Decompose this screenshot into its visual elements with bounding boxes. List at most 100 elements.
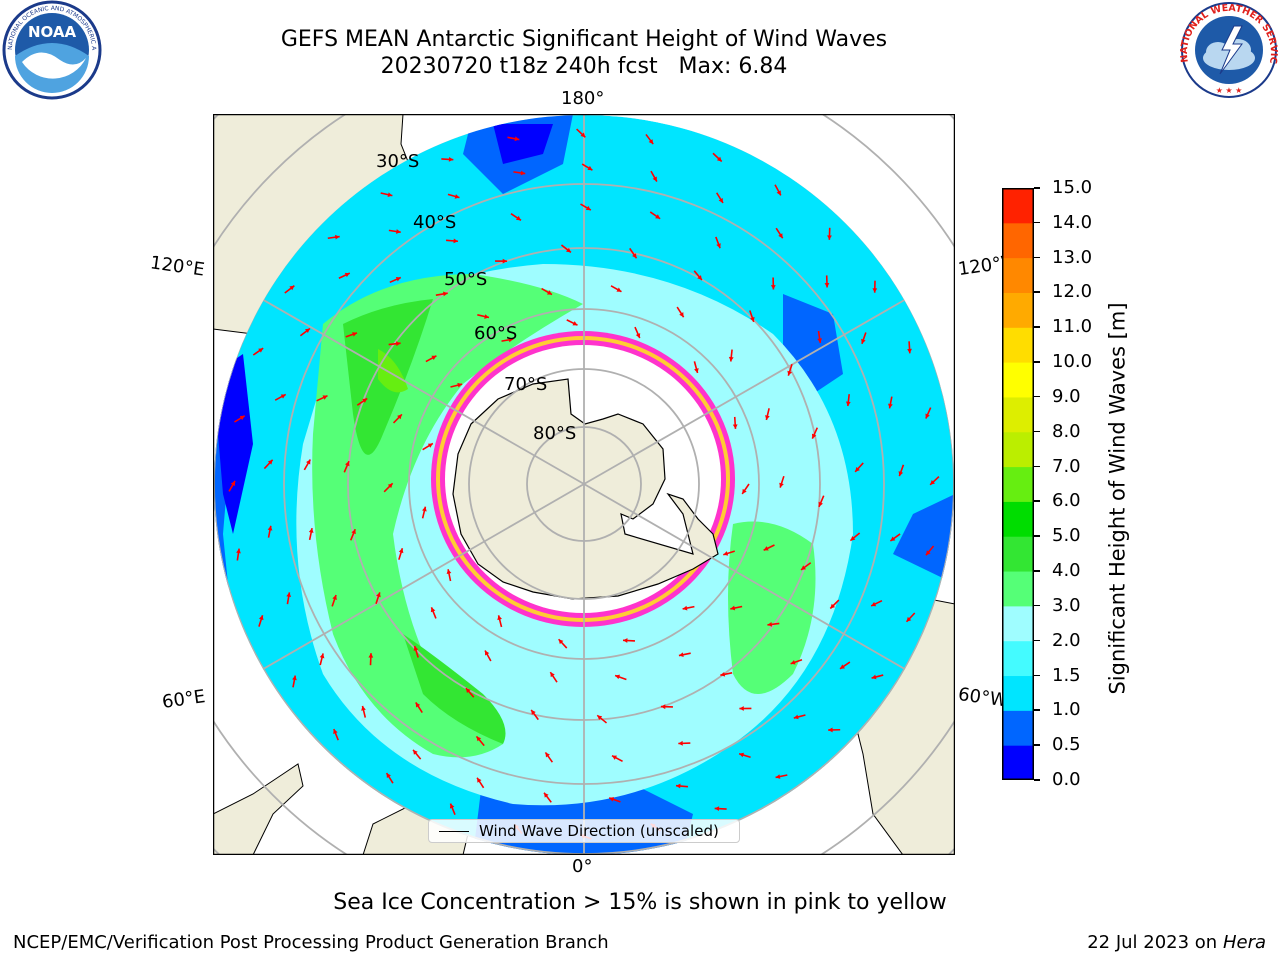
colorbar-tick-label: 14.0 [1052,211,1093,233]
wave-arrow-head [787,370,792,376]
colorbar-tick-label: 2.0 [1052,629,1081,651]
colorbar-tick-label: 0.5 [1052,734,1081,756]
wave-arrow-head [322,395,328,400]
wave-arrow-head [632,253,637,259]
wave-arrow-head [352,332,358,337]
wave-arrow-head [258,348,264,353]
wave-arrow-head [925,550,931,556]
wave-arrow-head [361,705,366,711]
wave-arrow-head [801,565,807,570]
wave-arrow-head [678,652,684,658]
lon-label-120w: 120°W [956,252,1006,281]
wave-arrow-head [332,595,337,600]
wave-arrow-head [616,287,622,292]
wave-arrow-head [497,615,502,621]
wave-arrow-head [611,755,617,760]
colorbar-svg [1002,188,1034,781]
colorbar-tick-label: 13.0 [1052,246,1093,268]
colorbar-segment [1002,222,1034,259]
colorbar-tick-label: 5.0 [1052,525,1081,547]
wave-arrow-head [652,176,657,182]
lon-label-180: 180° [561,88,605,109]
wave-arrow-head [280,394,286,399]
wave-arrow-head [454,194,460,199]
colorbar-segment [1002,431,1034,468]
wave-arrow-head [679,312,684,318]
wave-arrow-head [520,170,526,176]
colorbar-tick-label: 4.0 [1052,560,1081,582]
wave-arrow-head [718,198,723,204]
colorbar-segment [1002,675,1034,711]
wave-arrow-head [465,688,471,694]
wave-arrow-head [413,646,419,651]
wave-arrow-head [345,461,350,467]
colorbar-tick-mark [1034,361,1040,363]
wave-arrow-head [550,672,555,678]
colorbar-tick-mark [1034,500,1040,502]
wave-arrow-head [776,190,781,196]
lon-label-60e: 60°E [160,686,207,713]
wave-arrow-head [871,601,877,607]
legend-line-swatch [439,831,469,832]
wave-arrow-head [449,803,455,809]
wave-arrow-head [516,215,521,221]
colorbar-tick-mark [1034,256,1040,259]
wave-arrow-head [292,675,297,681]
wave-arrow-head [739,706,744,711]
wave-arrow-head [907,348,912,354]
polar-map [212,113,956,856]
wave-arrow-head [585,205,591,211]
wave-arrow-head [925,413,930,419]
lon-label-60w: 60°W [956,683,1006,712]
wave-arrow-head [779,482,784,488]
wave-arrow-head [335,234,340,240]
wave-arrow-head [446,569,452,575]
wave-arrow-head [817,338,823,343]
antarctica-land [452,378,719,600]
wave-arrow-head [258,615,264,621]
wave-arrow-head [827,235,832,240]
wave-arrow-head [236,548,241,554]
wave-arrow-head [770,285,776,290]
colorbar-tick-mark [1034,535,1040,537]
wave-arrow-head [850,536,856,541]
wave-arrow-head [267,459,273,465]
lat-label-30s: 30°S [376,151,420,172]
wave-arrow-head [765,415,770,420]
wave-arrow-head [239,415,245,421]
wave-arrow-head [397,414,402,420]
colorbar-tick-mark [1034,465,1040,468]
wave-arrow-head [660,704,666,710]
wave-arrow-head [890,536,896,542]
colorbar-tick-label: 15.0 [1052,177,1093,198]
wave-arrow-head [308,528,314,533]
wave-arrow-head [545,752,550,758]
wave-arrow-head [395,277,401,282]
wave-arrow-head [396,229,401,234]
colorbar-tick-mark [1034,291,1040,293]
noaa-logo-text: NOAA [28,23,77,41]
wave-arrow-head [818,501,823,507]
colorbar-segment [1002,536,1034,572]
colorbar-tick-label: 1.0 [1052,699,1081,721]
wave-arrow-head [546,290,552,295]
wave-arrow-head [457,382,463,388]
wave-arrow-head [430,607,436,613]
wave-arrow-head [855,466,860,472]
wave-arrow-head [502,258,508,264]
colorbar-tick-label: 0.0 [1052,769,1081,790]
colorbar-segment [1002,362,1034,398]
wave-arrow-head [289,285,295,291]
colorbar-segment [1002,188,1034,224]
lat-label-70s: 70°S [504,374,548,395]
colorbar-segment [1002,466,1034,502]
wave-arrow-head [476,736,482,742]
map-legend: Wind Wave Direction (unscaled) [428,819,740,843]
wave-arrow-head [778,233,783,239]
footer-host: Hera [1222,932,1266,953]
wave-arrow-head [362,398,368,403]
wave-arrow-head [828,727,833,733]
wave-arrow-head [635,333,641,339]
wave-arrow-head [930,480,935,485]
colorbar-tick-mark [1034,674,1040,677]
